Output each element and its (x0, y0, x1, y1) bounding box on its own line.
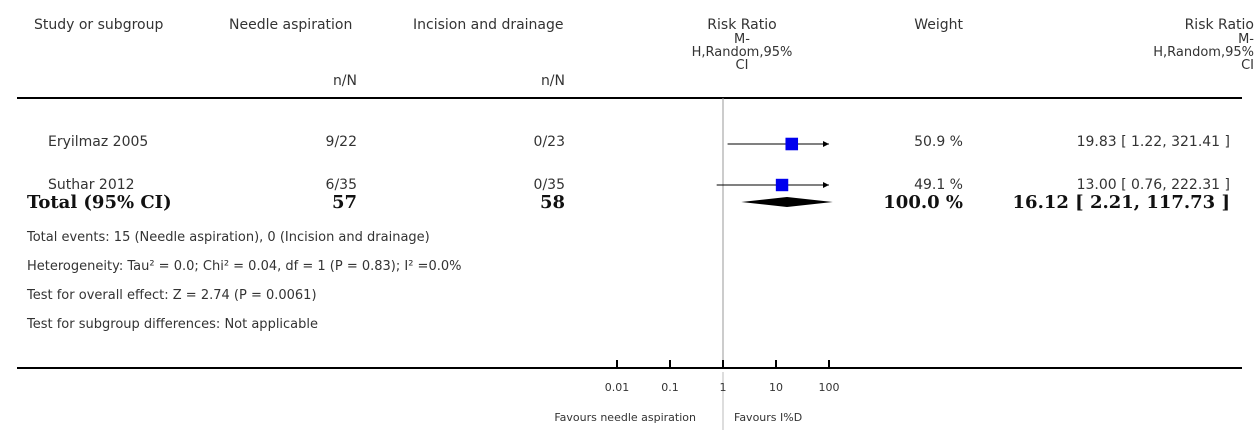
header-n2: n/N (540, 73, 565, 89)
total-label: Total (95% CI) (27, 192, 172, 213)
header-risk-ratio-plot: Risk Ratio M- H,Random,95% CI (662, 17, 822, 72)
pooled-effect-diamond (741, 197, 833, 207)
header-rr-text-line2: M- (1238, 32, 1254, 47)
header-group1: Needle aspiration (229, 17, 353, 33)
study-ci-arrow (823, 141, 829, 147)
study-ci-text: 19.83 [ 1.22, 321.41 ] (1076, 134, 1230, 150)
header-study: Study or subgroup (34, 17, 164, 33)
header-rr-plot-line2: M- (734, 32, 750, 47)
header-weight: Weight (914, 17, 963, 33)
study-effect-marker (785, 137, 799, 151)
axis-tick-label: 1 (719, 381, 727, 394)
axis-tick-label: 10 (769, 381, 783, 394)
study-weight: 49.1 % (914, 177, 963, 193)
header-rr-plot-line4: CI (735, 58, 749, 73)
study-group2-events: 0/35 (533, 177, 565, 193)
favours-left-label: Favours needle aspiration (554, 411, 696, 424)
header-rr-text-line1: Risk Ratio (1184, 17, 1254, 33)
study-effect-marker (775, 178, 789, 192)
study-weight: 50.9 % (914, 134, 963, 150)
study-group1-events: 6/35 (325, 177, 357, 193)
note-heterogeneity: Heterogeneity: Tau² = 0.0; Chi² = 0.04, … (27, 259, 462, 274)
axis-tick-label: 0.01 (604, 381, 630, 394)
header-rr-plot-line3: H,Random,95% (691, 45, 793, 60)
header-rr-plot-line1: Risk Ratio (707, 17, 777, 33)
total-group2: 58 (539, 192, 565, 213)
study-name: Suthar 2012 (48, 177, 135, 193)
total-group1: 57 (331, 192, 357, 213)
note-total-events: Total events: 15 (Needle aspiration), 0 … (27, 230, 430, 245)
axis-tick-label: 100 (818, 381, 840, 394)
total-ci-text: 16.12 [ 2.21, 117.73 ] (1012, 192, 1230, 213)
total-weight: 100.0 % (883, 192, 963, 213)
study-group2-events: 0/23 (533, 134, 565, 150)
header-group2: Incision and drainage (413, 17, 564, 33)
study-ci-arrow (823, 182, 829, 188)
axis-tick-label: 0.1 (661, 381, 679, 394)
study-ci-text: 13.00 [ 0.76, 222.31 ] (1076, 177, 1230, 193)
header-rr-text-line4: CI (1241, 58, 1254, 73)
note-subgroup-differences: Test for subgroup differences: Not appli… (27, 317, 319, 332)
header-rr-text-line3: H,Random,95% (1153, 45, 1254, 60)
study-group1-events: 9/22 (325, 134, 357, 150)
favours-right-label: Favours I%D (734, 411, 803, 424)
note-overall-effect: Test for overall effect: Z = 2.74 (P = 0… (27, 288, 317, 303)
header-risk-ratio-text: Risk Ratio M- H,Random,95% CI (1060, 17, 1254, 72)
header-n1: n/N (332, 73, 357, 89)
study-name: Eryilmaz 2005 (48, 134, 149, 150)
